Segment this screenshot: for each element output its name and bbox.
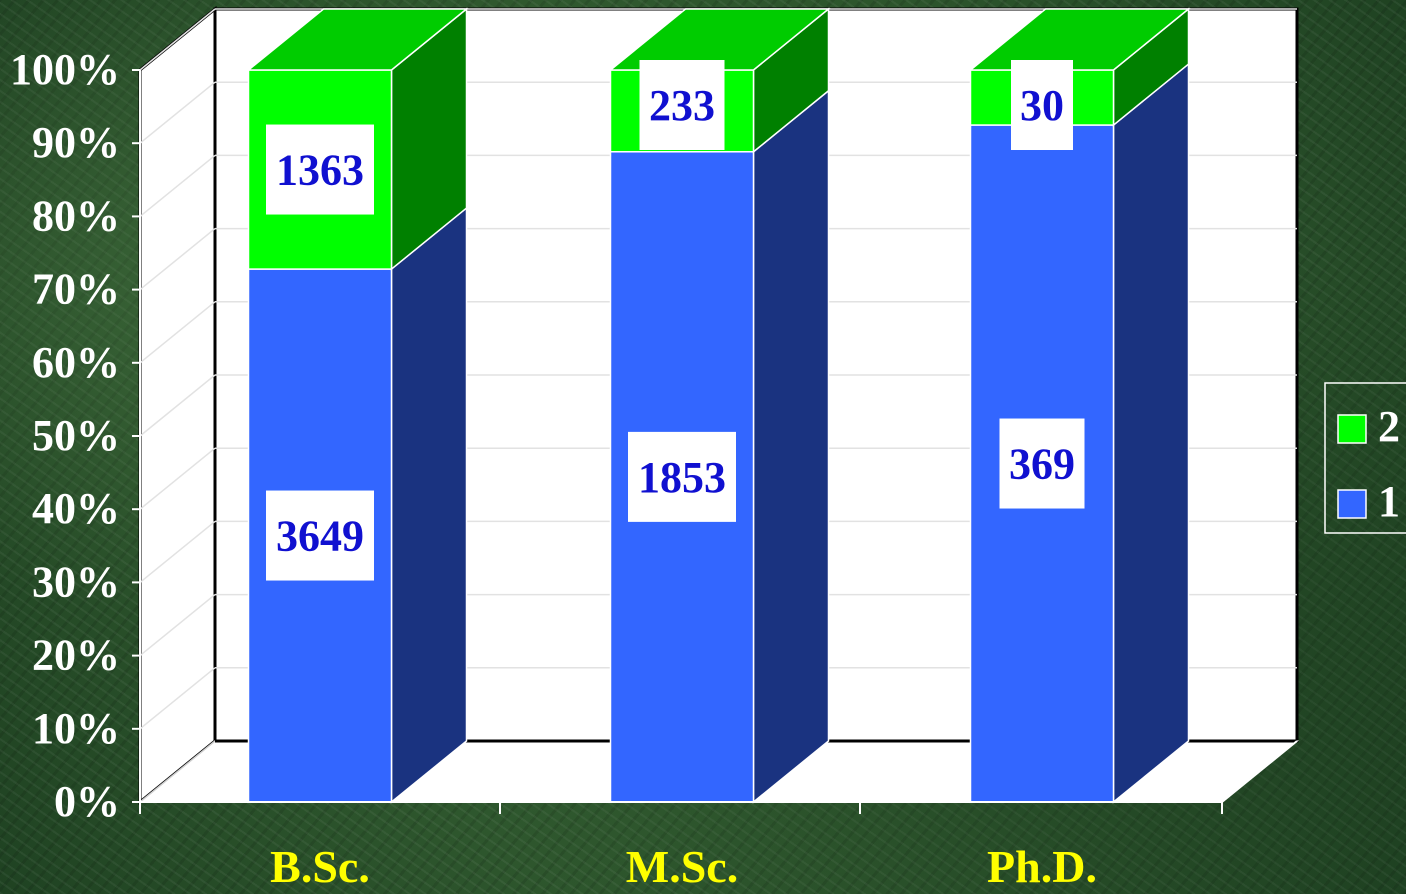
data-label-series1: 3649 <box>276 512 364 561</box>
bar-side-series1 <box>1112 62 1190 804</box>
legend-swatch-series2 <box>1337 414 1367 444</box>
y-tick-label: 60% <box>32 338 120 387</box>
data-label-series1-box <box>628 431 736 522</box>
gridline-side <box>139 81 216 144</box>
gridline-side <box>139 520 216 583</box>
data-label-series2-box <box>1011 60 1073 150</box>
gridline-side <box>139 667 216 730</box>
gridline-side <box>139 447 216 510</box>
data-label-series1: 1853 <box>638 453 726 502</box>
data-label-series2-box <box>639 60 725 150</box>
y-tick-label: 90% <box>32 118 120 167</box>
data-label-series2: 30 <box>1020 81 1064 130</box>
legend-label-series1: 1 <box>1378 477 1400 526</box>
y-tick-label: 70% <box>32 265 120 314</box>
y-axis: 0% 10% 20% 30% 40% 50% 60% 70% 80% 90% 100% <box>10 45 141 826</box>
bar-side-series1 <box>390 206 468 804</box>
data-label-series2-box <box>266 124 374 215</box>
gridline-side <box>139 374 216 437</box>
bar-side-series1 <box>752 89 830 804</box>
data-label-series1-box <box>266 490 374 581</box>
y-tick-label: 20% <box>32 631 120 680</box>
category-label: M.Sc. <box>626 841 738 892</box>
y-tick-label: 80% <box>32 191 120 240</box>
y-tick-label: 0% <box>54 777 120 826</box>
y-tick-label: 50% <box>32 411 120 460</box>
x-axis: B.Sc. M.Sc. Ph.D. <box>139 740 1298 892</box>
y-tick-label: 100% <box>10 45 120 94</box>
category-label: B.Sc. <box>270 841 370 892</box>
gridline-side <box>139 301 216 364</box>
y-tick-label: 40% <box>32 484 120 533</box>
category-label: Ph.D. <box>987 841 1097 892</box>
data-label-series1-box <box>999 418 1085 509</box>
legend-label-series2: 2 <box>1378 402 1400 451</box>
bar-top <box>246 8 469 71</box>
y-tick-label: 10% <box>32 704 120 753</box>
data-label-series1: 369 <box>1009 440 1075 489</box>
y-tick-label: 30% <box>32 557 120 606</box>
gridline-side <box>139 8 216 71</box>
data-labels: 3649 1363 1853 233 369 30 <box>266 60 1085 581</box>
legend-swatch-series1 <box>1337 489 1367 519</box>
gridline-side <box>139 594 216 657</box>
legend-box <box>1324 382 1406 534</box>
data-label-series2: 1363 <box>276 146 364 195</box>
data-label-series2: 233 <box>649 81 715 130</box>
x-axis-depth-edge <box>1221 740 1298 803</box>
legend: 21 <box>1324 382 1406 534</box>
gridline-side <box>139 228 216 291</box>
gridline-side <box>139 154 216 217</box>
